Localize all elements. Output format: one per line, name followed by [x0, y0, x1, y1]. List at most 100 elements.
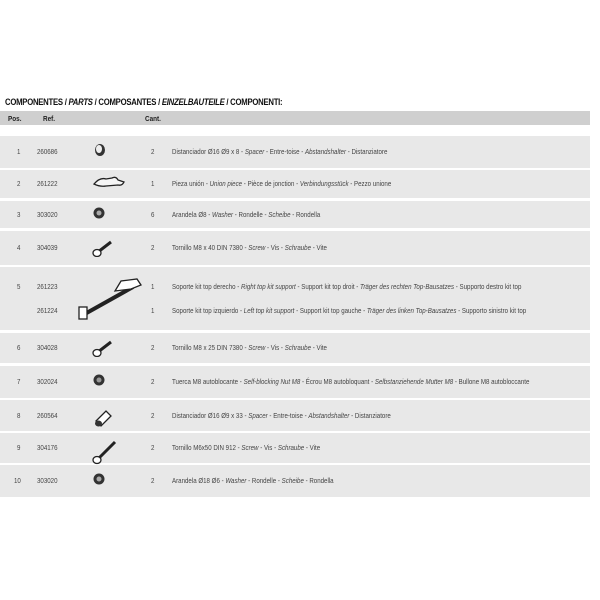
table-row: 4 304039 2 Tornillo M8 x 40 DIN 7380 - Scre…: [0, 231, 590, 265]
washer-icon: [92, 472, 106, 488]
ref-cell: 261223: [37, 281, 58, 291]
quantity-cell: 6: [151, 209, 155, 219]
screw-icon: [92, 239, 114, 259]
table-header: Pos. Ref. Cant.: [0, 111, 590, 125]
ref-cell: 304028: [37, 343, 58, 352]
description-text: - Pièce de jonction -: [242, 179, 300, 188]
description-text: - Distanziatore: [349, 410, 391, 420]
nut-icon: [92, 373, 106, 389]
description-text: - Supporto destro kit top: [454, 281, 522, 291]
description-translation-italic: Screw: [248, 243, 266, 252]
description-translation-italic: Left top kit support: [243, 305, 295, 315]
description-translation-italic: Self-blocking Nut M8: [243, 377, 301, 386]
ref-cell: 304039: [37, 243, 58, 252]
description-cell: Soporte kit top izquierdo - Left top kit…: [172, 306, 526, 315]
quantity-cell: 2: [151, 476, 155, 485]
screw-icon: [92, 339, 114, 359]
header-pos: Pos.: [8, 114, 22, 123]
description-text: - Supporto sinistro kit top: [456, 305, 527, 315]
description-text: - Support kit top droit -: [295, 281, 361, 291]
section-title: COMPONENTES / PARTS / COMPOSANTES / EINZ…: [5, 97, 283, 107]
description-translation-italic: Scheibe: [281, 476, 304, 485]
quantity-cell: 1: [151, 281, 155, 291]
description-cell: Arandela Ø18 Ø6 - Washer - Rondelle - Sc…: [172, 476, 334, 485]
description-cell: Distanciador Ø16 Ø9 x 8 - Spacer - Entre…: [172, 147, 387, 156]
description-text: Arandela Ø18 Ø6 -: [172, 476, 226, 485]
ref-cell: 302024: [37, 377, 58, 386]
description-translation-italic: Schraube: [277, 443, 305, 452]
description-text: - Bullone M8 autobloccante: [453, 377, 530, 386]
ref-cell: 303020: [37, 209, 58, 219]
description-cell: Tornillo M8 x 40 DIN 7380 - Screw - Vis …: [172, 243, 327, 252]
description-translation-italic: Right top kit support: [241, 281, 296, 291]
description-translation-italic: Abstandshalter: [308, 410, 350, 420]
description-text: - Vite: [311, 243, 327, 252]
description-translation-italic: Abstandshalter: [304, 147, 347, 156]
pos-cell: 7: [17, 377, 21, 386]
description-text: - Vis -: [265, 243, 285, 252]
ref-cell: 261224: [37, 305, 58, 315]
description-text: - Pezzo unione: [348, 179, 392, 188]
description-text: Tornillo M8 x 25 DIN 7380 -: [172, 343, 249, 352]
description-translation-italic: Verbindungsstück: [299, 179, 349, 188]
description-cell: Soporte kit top derecho - Right top kit …: [172, 282, 521, 291]
description-text: - Rondelle -: [246, 476, 282, 485]
spacer-long-icon: [92, 407, 114, 429]
quantity-cell: 2: [151, 377, 155, 386]
description-translation-italic: Selbstanziehende Mutter M8: [374, 377, 454, 386]
description-text: Arandela Ø8 -: [172, 209, 213, 219]
pos-cell: 9: [17, 443, 21, 452]
description-text: Distanciador Ø16 Ø9 x 8 -: [172, 147, 245, 156]
table-row: 5 261223 1 Soporte kit top derecho - Right …: [0, 267, 590, 330]
table-row: 3 303020 6 Arandela Ø8 - Washer - Rondelle …: [0, 201, 590, 228]
description-text: - Rondella: [290, 209, 321, 219]
description-translation-italic: Träger des rechten Top-Bausatzes: [360, 281, 455, 291]
description-text: - Vis -: [258, 443, 278, 452]
pos-cell: 6: [17, 343, 21, 352]
header-ref: Ref.: [43, 114, 56, 123]
ref-cell: 304176: [37, 443, 58, 452]
table-row: 7 302024 2 Tuerca M8 autoblocante - Self-bl…: [0, 366, 590, 398]
description-text: - Vis -: [265, 343, 285, 352]
description-text: Tornillo M8 x 40 DIN 7380 -: [172, 243, 249, 252]
description-cell: Arandela Ø8 - Washer - Rondelle - Scheib…: [172, 210, 320, 219]
description-text: - Vite: [304, 443, 321, 452]
table-row: 9 304176 2 Tornillo M6x50 DIN 912 - Screw -…: [0, 433, 590, 465]
table-row: 2 261222 1 Pieza unión - Union piece - Pièc…: [0, 170, 590, 198]
description-translation-italic: Scheibe: [268, 209, 291, 219]
description-text: - Rondella: [303, 476, 334, 485]
ref-cell: 303020: [37, 476, 58, 485]
pos-cell: 5: [17, 281, 21, 291]
description-translation-italic: Washer: [225, 476, 247, 485]
description-text: Tornillo M6x50 DIN 912 -: [172, 443, 242, 452]
pos-cell: 8: [17, 410, 21, 420]
table-row: 10 303020 2 Arandela Ø18 Ø6 - Washer - Rond…: [0, 465, 590, 497]
quantity-cell: 2: [151, 147, 155, 156]
pos-cell: 3: [17, 209, 21, 219]
description-text: - Rondelle -: [233, 209, 269, 219]
washer-icon: [92, 206, 106, 222]
quantity-cell: 2: [151, 443, 155, 452]
description-translation-italic: Spacer: [248, 410, 268, 420]
description-text: Pieza unión -: [172, 179, 210, 188]
description-cell: Pieza unión - Union piece - Pièce de jon…: [172, 179, 391, 188]
description-translation-italic: Schraube: [284, 343, 312, 352]
description-text: Distanciador Ø16 Ø9 x 33 -: [172, 410, 249, 420]
description-translation-italic: Screw: [241, 443, 259, 452]
table-row: 1 260686 2 Distanciador Ø16 Ø9 x 8 - Spacer…: [0, 136, 590, 168]
pos-cell: 1: [17, 147, 21, 156]
description-text: Tuerca M8 autoblocante -: [172, 377, 244, 386]
table-row: 8 260564 2 Distanciador Ø16 Ø9 x 33 - Space…: [0, 400, 590, 431]
ref-cell: 261222: [37, 179, 58, 188]
quantity-cell: 1: [151, 305, 155, 315]
ref-cell: 260686: [37, 147, 58, 156]
description-text: Soporte kit top izquierdo -: [172, 305, 244, 315]
description-cell: Tornillo M8 x 25 DIN 7380 - Screw - Vis …: [172, 343, 327, 352]
description-cell: Tuerca M8 autoblocante - Self-blocking N…: [172, 377, 529, 386]
long-screw-icon: [92, 439, 118, 467]
top-kit-support-icon: [75, 277, 145, 323]
description-text: - Vite: [311, 343, 327, 352]
description-translation-italic: Union piece: [209, 179, 243, 188]
description-text: - Support kit top gauche -: [294, 305, 367, 315]
quantity-cell: 2: [151, 243, 155, 252]
